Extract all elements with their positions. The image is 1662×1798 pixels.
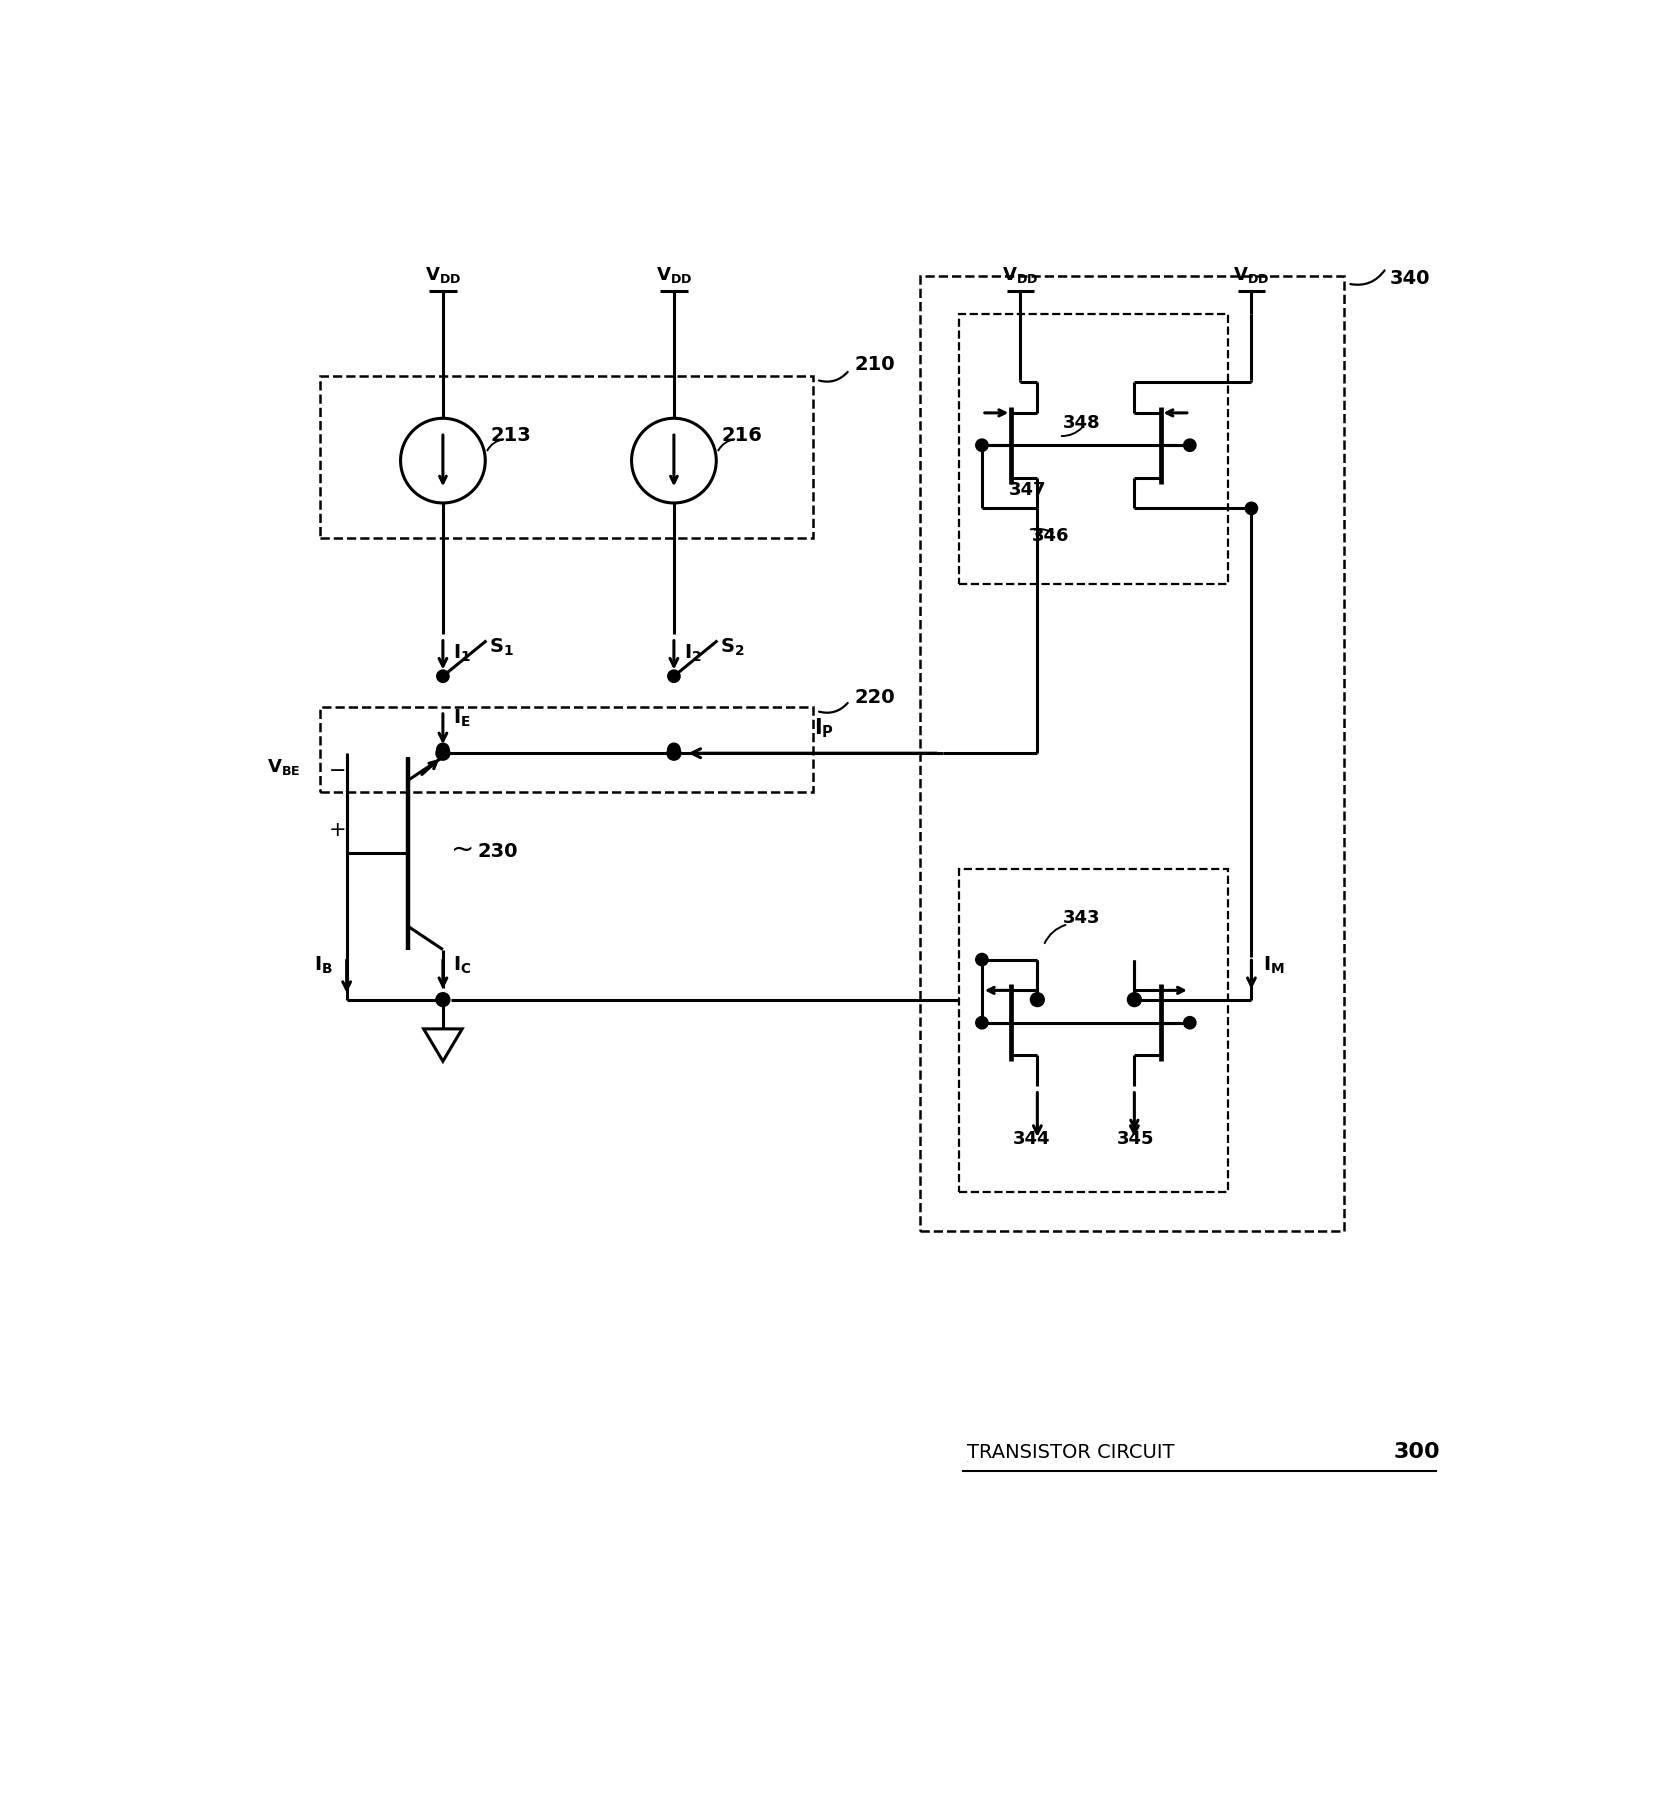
Text: 340: 340 xyxy=(1389,268,1431,288)
Text: $\mathbf{I_M}$: $\mathbf{I_M}$ xyxy=(1263,955,1285,976)
Text: $\mathbf{V_{BE}}$: $\mathbf{V_{BE}}$ xyxy=(268,757,301,777)
Text: $\mathbf{I_P}$: $\mathbf{I_P}$ xyxy=(814,716,834,739)
Circle shape xyxy=(668,743,680,755)
Text: $\mathbf{I_C}$: $\mathbf{I_C}$ xyxy=(454,955,472,976)
Circle shape xyxy=(435,992,450,1007)
Text: 347: 347 xyxy=(1009,482,1047,500)
Text: 213: 213 xyxy=(490,426,532,446)
Circle shape xyxy=(1183,1016,1197,1028)
Text: 348: 348 xyxy=(1062,414,1100,432)
Text: 216: 216 xyxy=(721,426,763,446)
Text: $\mathbf{I_1}$: $\mathbf{I_1}$ xyxy=(454,642,470,663)
Text: $\mathbf{V_{DD}}$: $\mathbf{V_{DD}}$ xyxy=(1002,264,1039,286)
Bar xyxy=(319,707,813,791)
Bar xyxy=(959,868,1228,1192)
Text: TRANSISTOR CIRCUIT: TRANSISTOR CIRCUIT xyxy=(967,1442,1173,1462)
Text: 230: 230 xyxy=(477,841,519,861)
Text: $-$: $-$ xyxy=(327,759,346,779)
Circle shape xyxy=(1245,502,1258,514)
Text: $\mathbf{V_{DD}}$: $\mathbf{V_{DD}}$ xyxy=(425,264,460,286)
Text: $\mathbf{V_{DD}}$: $\mathbf{V_{DD}}$ xyxy=(656,264,691,286)
Circle shape xyxy=(437,671,449,683)
Circle shape xyxy=(437,743,449,755)
Text: 346: 346 xyxy=(1032,527,1069,545)
Text: $\mathbf{V_{DD}}$: $\mathbf{V_{DD}}$ xyxy=(1233,264,1270,286)
Text: $\mathbf{S_2}$: $\mathbf{S_2}$ xyxy=(720,636,745,658)
Text: 220: 220 xyxy=(854,689,896,707)
Bar xyxy=(319,376,813,538)
Circle shape xyxy=(976,439,989,451)
Circle shape xyxy=(668,671,680,683)
Circle shape xyxy=(976,1016,989,1028)
Bar xyxy=(959,315,1228,584)
Text: 210: 210 xyxy=(854,354,896,374)
Circle shape xyxy=(1030,992,1044,1007)
Text: $\mathbf{I_2}$: $\mathbf{I_2}$ xyxy=(685,642,701,663)
Text: 344: 344 xyxy=(1012,1129,1050,1147)
Text: $\mathbf{S_1}$: $\mathbf{S_1}$ xyxy=(489,636,514,658)
Text: 345: 345 xyxy=(1117,1129,1153,1147)
Circle shape xyxy=(435,746,450,761)
Circle shape xyxy=(1127,992,1142,1007)
Text: $\mathbf{I_B}$: $\mathbf{I_B}$ xyxy=(314,955,332,976)
Circle shape xyxy=(1183,439,1197,451)
Circle shape xyxy=(666,746,681,761)
Circle shape xyxy=(976,953,989,966)
Text: $+$: $+$ xyxy=(327,820,346,840)
Text: ~: ~ xyxy=(450,836,474,863)
Text: 343: 343 xyxy=(1062,908,1100,926)
Text: 300: 300 xyxy=(1394,1442,1441,1462)
Bar xyxy=(921,275,1345,1230)
Text: $\mathbf{I_E}$: $\mathbf{I_E}$ xyxy=(454,708,470,730)
